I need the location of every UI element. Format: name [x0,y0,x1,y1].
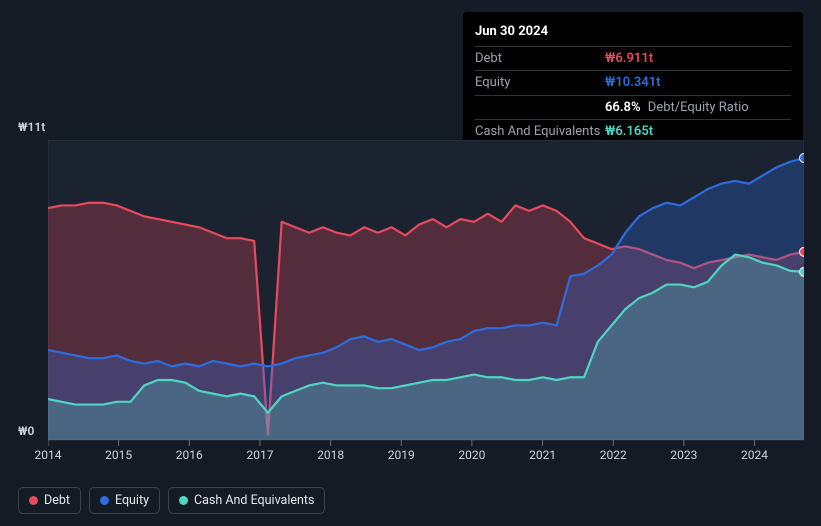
x-axis-tick: 2024 [741,448,768,462]
legend: Debt Equity Cash And Equivalents [18,487,325,514]
x-axis-tick: 2018 [317,448,344,462]
tooltip-row-value: ₩10.341t [605,73,661,93]
tooltip-row: 66.8% Debt/Equity Ratio [475,95,791,120]
tooltip-row-value: 66.8% Debt/Equity Ratio [605,98,749,118]
x-axis-tick: 2016 [176,448,203,462]
legend-item-debt[interactable]: Debt [18,487,81,514]
series-end-marker-equity [800,154,805,163]
legend-dot [29,496,38,505]
tooltip-row-label: Debt [475,49,605,69]
chart-svg [48,140,804,460]
tooltip-row: Debt₩6.911t [475,46,791,71]
legend-label: Equity [115,493,149,508]
series-end-marker-cash [800,267,805,276]
chart-area: ₩11t ₩0 2014 2015 2016 2017 2018 2019 2020 2021… [18,120,804,480]
legend-label: Debt [44,493,70,508]
x-axis-tick: 2015 [105,448,132,462]
y-axis-max: ₩11t [18,120,45,134]
x-axis-tick: 2023 [670,448,697,462]
series-end-marker-debt [800,247,805,256]
legend-dot [179,496,188,505]
x-axis-tick: 2014 [35,448,62,462]
tooltip-row: Equity₩10.341t [475,70,791,95]
x-axis-tick: 2021 [529,448,556,462]
legend-label: Cash And Equivalents [194,493,314,508]
x-axis-labels: 2014201520162017201820192020202120222023… [48,448,804,468]
legend-dot [100,496,109,505]
legend-item-cash[interactable]: Cash And Equivalents [168,487,325,514]
x-axis-tick: 2017 [246,448,273,462]
x-axis-tick: 2020 [458,448,485,462]
x-axis-tick: 2022 [600,448,627,462]
tooltip-row-label [475,98,605,118]
tooltip-row-sub: Debt/Equity Ratio [645,100,749,115]
tooltip-row-value: ₩6.911t [605,49,653,69]
legend-item-equity[interactable]: Equity [89,487,160,514]
tooltip-row-label: Equity [475,73,605,93]
tooltip-date: Jun 30 2024 [475,22,791,42]
x-axis-tick: 2019 [388,448,415,462]
y-axis-zero: ₩0 [18,424,34,438]
